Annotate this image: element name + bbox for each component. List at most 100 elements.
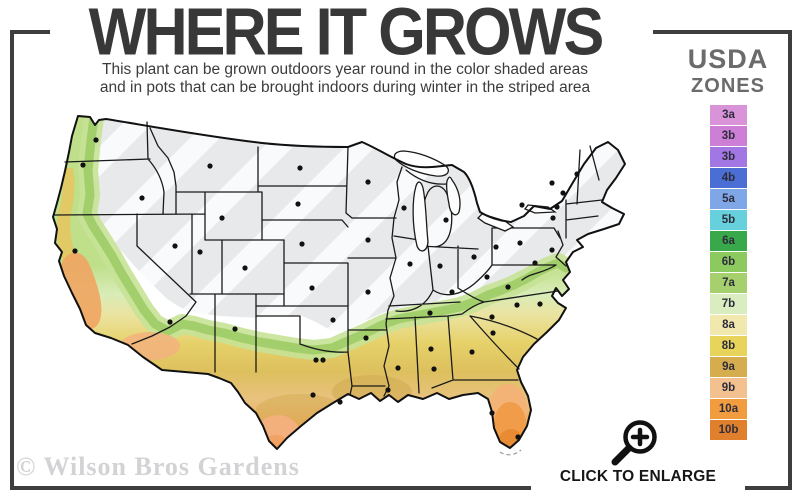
zone-chip: 9a bbox=[710, 357, 747, 377]
state-dot bbox=[172, 243, 178, 249]
state-dot bbox=[320, 357, 326, 363]
state-dot bbox=[537, 301, 543, 307]
state-dot bbox=[330, 317, 336, 323]
state-dot bbox=[309, 285, 315, 291]
state-dot bbox=[93, 137, 99, 143]
state-dot bbox=[517, 240, 523, 246]
zone-chip-label: 9b bbox=[721, 382, 736, 394]
click-to-enlarge-button[interactable]: CLICK TO ENLARGE bbox=[559, 468, 717, 485]
state-dot bbox=[469, 349, 475, 355]
zone-chip: 8b bbox=[710, 336, 747, 356]
us-outline bbox=[52, 115, 626, 450]
zone-chip: 4b bbox=[710, 168, 747, 188]
frame-bottom-left bbox=[10, 486, 531, 490]
zone-chip-label: 4b bbox=[721, 172, 736, 184]
zone-chip-label: 8a bbox=[722, 319, 735, 331]
lake-michigan bbox=[412, 181, 429, 252]
state-dot bbox=[297, 165, 303, 171]
state-dot bbox=[550, 215, 556, 221]
zone-chip-label: 3b bbox=[721, 151, 736, 163]
zone-chip-label: 10b bbox=[718, 424, 739, 436]
state-dot bbox=[139, 195, 145, 201]
zone-chip: 10a bbox=[710, 399, 747, 419]
state-dot bbox=[505, 284, 511, 290]
state-dot bbox=[167, 319, 173, 325]
state-dot bbox=[407, 261, 413, 267]
state-dot bbox=[484, 274, 490, 280]
watermark: © Wilson Bros Gardens bbox=[16, 452, 300, 481]
zone-chip-label: 7a bbox=[722, 277, 735, 289]
state-dot bbox=[337, 399, 343, 405]
magnifier-plus-icon[interactable] bbox=[600, 412, 660, 468]
zone-chip-label: 5a bbox=[722, 193, 735, 205]
state-dot bbox=[363, 335, 369, 341]
frame-bottom-right bbox=[745, 486, 792, 490]
state-dot bbox=[365, 237, 371, 243]
zone-chip-label: 5b bbox=[721, 214, 736, 226]
state-dot bbox=[242, 265, 248, 271]
state-dot bbox=[443, 217, 449, 223]
great-lakes bbox=[393, 150, 557, 252]
state-dot bbox=[395, 365, 401, 371]
zone-legend: 3a 3b 3b 4b 5a 5b 6a 6b 7a 7b 8a 8b 9a 9b 10a 10b bbox=[710, 105, 747, 441]
state-dot bbox=[532, 260, 538, 266]
florida-keys bbox=[499, 449, 522, 456]
state-dot bbox=[431, 366, 437, 372]
state-dot bbox=[299, 241, 305, 247]
state-dot bbox=[554, 204, 560, 210]
state-dot bbox=[574, 171, 580, 177]
state-dot bbox=[207, 163, 213, 169]
zone-chip: 10b bbox=[710, 420, 747, 440]
state-dot bbox=[295, 201, 301, 207]
zone-chip: 5b bbox=[710, 210, 747, 230]
louisiana-mustard bbox=[332, 375, 412, 409]
state-dot bbox=[549, 180, 555, 186]
state-dot bbox=[232, 326, 238, 332]
zone-chip-label: 10a bbox=[718, 403, 739, 415]
frame-top-left bbox=[10, 30, 50, 34]
zone-chip-label: 9a bbox=[722, 361, 735, 373]
zone-chip: 8a bbox=[710, 315, 747, 335]
state-dot bbox=[493, 244, 499, 250]
state-dot bbox=[310, 392, 316, 398]
state-dot bbox=[385, 387, 391, 393]
zone-chip: 3a bbox=[710, 105, 747, 125]
state-dot bbox=[471, 254, 477, 260]
state-dot bbox=[219, 215, 225, 221]
state-dots-layer bbox=[72, 137, 580, 440]
zone-chip: 6b bbox=[710, 252, 747, 272]
state-dot bbox=[560, 190, 566, 196]
zone-chip-label: 8b bbox=[721, 340, 736, 352]
zone-chip-label: 6a bbox=[722, 235, 735, 247]
zone-chip: 7a bbox=[710, 273, 747, 293]
state-dot bbox=[489, 410, 495, 416]
california-valley-orange bbox=[61, 252, 102, 329]
zone-chip: 7b bbox=[710, 294, 747, 314]
legend-title: USDA ZONES bbox=[678, 44, 778, 97]
lake-huron bbox=[445, 176, 461, 216]
state-dot bbox=[549, 247, 555, 253]
zone-chip: 6a bbox=[710, 231, 747, 251]
state-dot bbox=[427, 310, 433, 316]
texas-tip-orange bbox=[264, 435, 288, 449]
zone-chip-label: 3a bbox=[722, 109, 735, 121]
zone-chip: 3b bbox=[710, 126, 747, 146]
state-dot bbox=[519, 202, 525, 208]
zone-chip: 3b bbox=[710, 147, 747, 167]
state-dot bbox=[490, 330, 496, 336]
legend-title-usda: USDA bbox=[687, 44, 769, 74]
zone-chip: 5a bbox=[710, 189, 747, 209]
zone-chip-label: 6b bbox=[721, 256, 736, 268]
zone-chip-label: 7b bbox=[721, 298, 736, 310]
state-dot bbox=[515, 434, 521, 440]
zone-chip: 9b bbox=[710, 378, 747, 398]
page-title: WHERE IT GROWS bbox=[88, 0, 605, 70]
state-dot bbox=[197, 249, 203, 255]
frame-right bbox=[788, 30, 792, 490]
state-dot bbox=[365, 179, 371, 185]
zone-chip-label: 3b bbox=[721, 130, 736, 142]
frame-left bbox=[10, 30, 14, 490]
state-dot bbox=[449, 289, 455, 295]
